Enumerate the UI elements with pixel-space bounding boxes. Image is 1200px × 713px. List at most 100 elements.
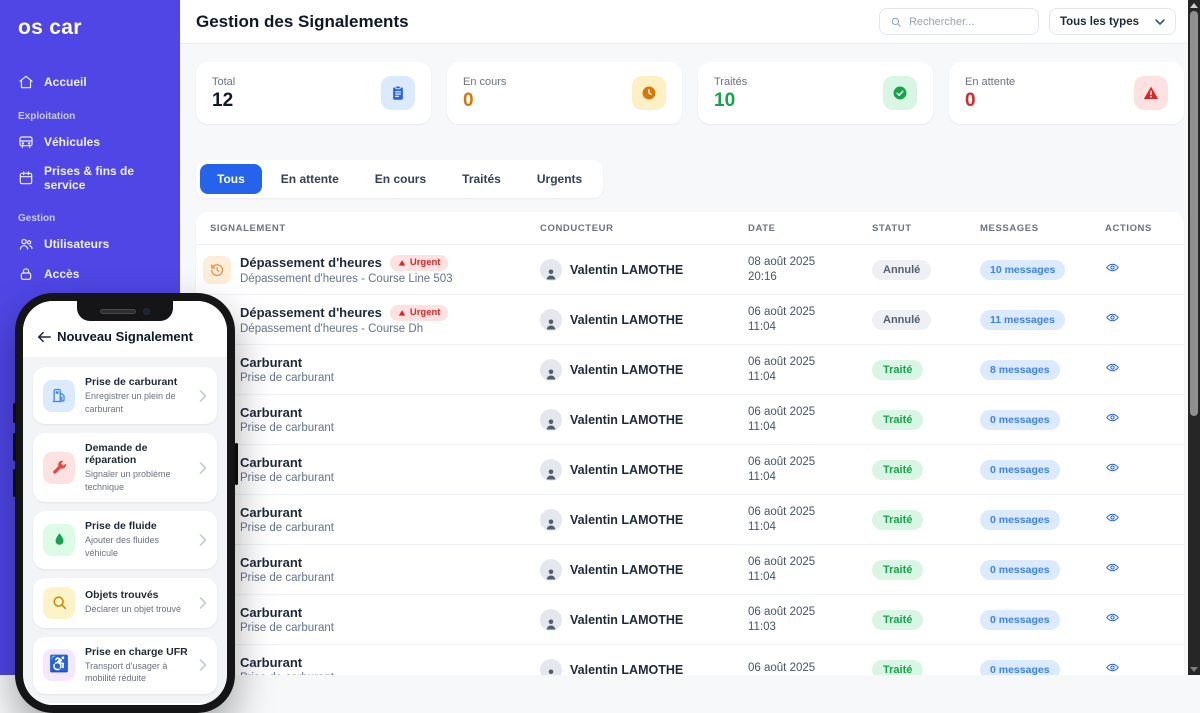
view-button[interactable] bbox=[1105, 260, 1120, 275]
status-cell: Traité bbox=[872, 659, 980, 675]
search-box[interactable] bbox=[878, 8, 1039, 35]
scrollbar[interactable] bbox=[1188, 0, 1200, 675]
scroll-down-arrow[interactable] bbox=[1190, 667, 1198, 672]
status-badge: Traité bbox=[872, 359, 924, 380]
phone-menu-item[interactable]: ♿ Objets trouvés Déclarer un objet trouv… bbox=[33, 577, 217, 628]
stat-icon bbox=[883, 76, 917, 110]
avatar bbox=[540, 258, 562, 281]
person-icon bbox=[546, 269, 556, 280]
eye-icon bbox=[1106, 663, 1119, 671]
messages-cell: 0 messages bbox=[980, 559, 1105, 580]
person-icon bbox=[546, 469, 556, 480]
filter-tab[interactable]: En attente bbox=[264, 164, 356, 194]
table-row[interactable]: Carburant Prise de carburant Valentin LA… bbox=[196, 345, 1184, 395]
menu-item-icon: ♿ bbox=[43, 649, 75, 682]
filter-tabs: Tous En attente En cours Traités Urgents bbox=[196, 160, 604, 198]
scrollbar-thumb[interactable] bbox=[1190, 11, 1198, 416]
view-button[interactable] bbox=[1105, 510, 1120, 525]
tab-label: Urgents bbox=[536, 172, 583, 186]
report-subtitle: Prise de carburant bbox=[240, 672, 334, 675]
actions-cell bbox=[1105, 360, 1170, 380]
stat-label: Traités bbox=[714, 76, 748, 88]
report-cell: Carburant Prise de carburant bbox=[203, 655, 540, 675]
driver-cell: Valentin LAMOTHE bbox=[540, 608, 748, 631]
filter-tab[interactable]: En cours bbox=[358, 164, 443, 194]
type-filter-select[interactable]: Tous les types bbox=[1048, 8, 1176, 35]
report-title: Carburant bbox=[240, 605, 303, 620]
filter-tab[interactable]: Urgents bbox=[520, 164, 599, 194]
phone-menu-item[interactable]: ♿ RH - Dépassement d'heures Signaler un … bbox=[33, 702, 217, 705]
date-cell: 08 août 2025 20:16 bbox=[748, 256, 872, 283]
chevron-right-icon bbox=[199, 659, 207, 671]
phone-side-button bbox=[234, 443, 238, 485]
report-date: 06 août 2025 bbox=[748, 662, 816, 674]
status-badge: Traité bbox=[872, 559, 924, 580]
sidebar-item-accueil[interactable]: Accueil bbox=[18, 68, 162, 96]
view-button[interactable] bbox=[1105, 360, 1120, 375]
table-row[interactable]: Carburant Prise de carburant Valentin LA… bbox=[196, 545, 1184, 595]
driver-cell: Valentin LAMOTHE bbox=[540, 358, 748, 381]
filter-tab[interactable]: Tous bbox=[200, 164, 262, 194]
sidebar-item-label: Accueil bbox=[44, 75, 87, 89]
view-button[interactable] bbox=[1105, 660, 1120, 675]
sidebar-item-utilisateurs[interactable]: Utilisateurs bbox=[18, 230, 162, 258]
report-time: 11:04 bbox=[748, 571, 776, 583]
phone-menu-item[interactable]: ♿ Prise de carburant Enregistrer un plei… bbox=[33, 367, 217, 425]
person-icon bbox=[546, 519, 556, 530]
report-text: Carburant Prise de carburant bbox=[240, 405, 334, 434]
chevron-right-icon bbox=[199, 534, 207, 546]
stat-icon bbox=[381, 76, 415, 110]
view-button[interactable] bbox=[1105, 310, 1120, 325]
topbar: Gestion des Signalements Tous les types bbox=[180, 0, 1200, 44]
arrow-left-icon bbox=[37, 331, 51, 342]
messages-badge: 8 messages bbox=[980, 359, 1060, 380]
stat-card: Total 12 bbox=[196, 62, 431, 124]
phone-menu-item[interactable]: ♿ Prise de fluide Ajouter des fluides vé… bbox=[33, 511, 217, 569]
report-text: Carburant Prise de carburant bbox=[240, 455, 334, 484]
report-text: Carburant Prise de carburant bbox=[240, 505, 334, 534]
view-button[interactable] bbox=[1105, 410, 1120, 425]
table-row[interactable]: Carburant Prise de carburant Valentin LA… bbox=[196, 495, 1184, 545]
report-date: 06 août 2025 bbox=[748, 456, 816, 468]
actions-cell bbox=[1105, 460, 1170, 480]
status-badge: Annulé bbox=[872, 259, 932, 280]
stat-value: 10 bbox=[714, 90, 736, 111]
report-text: Dépassement d'heures Urgent Dépassement … bbox=[240, 254, 453, 285]
sidebar-item-label: Utilisateurs bbox=[44, 237, 110, 251]
filter-tab[interactable]: Traités bbox=[445, 164, 518, 194]
table-row[interactable]: Carburant Prise de carburant Valentin LA… bbox=[196, 645, 1184, 675]
phone-menu-item[interactable]: ♿ Demande de réparation Signaler un prob… bbox=[33, 433, 217, 503]
view-button[interactable] bbox=[1105, 560, 1120, 575]
wheelchair-icon: ♿ bbox=[49, 656, 69, 674]
table-row[interactable]: Carburant Prise de carburant Valentin LA… bbox=[196, 445, 1184, 495]
scroll-up-arrow[interactable] bbox=[1190, 3, 1198, 8]
menu-item-subtitle: Enregistrer un plein de carburant bbox=[85, 391, 176, 414]
driver-cell: Valentin LAMOTHE bbox=[540, 258, 748, 281]
report-subtitle: Prise de carburant bbox=[240, 622, 334, 634]
messages-cell: 0 messages bbox=[980, 409, 1105, 430]
menu-item-title: Prise de carburant bbox=[85, 376, 178, 388]
driver-cell: Valentin LAMOTHE bbox=[540, 408, 748, 431]
phone-side-button bbox=[12, 469, 16, 497]
table-row[interactable]: Dépassement d'heures Urgent Dépassement … bbox=[196, 295, 1184, 345]
status-badge: Traité bbox=[872, 409, 924, 430]
sidebar-item-acces[interactable]: Accès bbox=[18, 260, 162, 288]
wrench-icon bbox=[52, 461, 66, 474]
driver-name: Valentin LAMOTHE bbox=[570, 312, 684, 327]
actions-cell bbox=[1105, 310, 1170, 330]
phone-menu-item[interactable]: ♿ Prise en charge UFR Transport d'usager… bbox=[33, 636, 217, 694]
driver-cell: Valentin LAMOTHE bbox=[540, 458, 748, 481]
fuel-pump-icon bbox=[52, 388, 65, 403]
messages-badge: 0 messages bbox=[980, 609, 1060, 630]
view-button[interactable] bbox=[1105, 460, 1120, 475]
table-row[interactable]: Carburant Prise de carburant Valentin LA… bbox=[196, 395, 1184, 445]
search-input[interactable] bbox=[908, 15, 1028, 28]
messages-cell: 8 messages bbox=[980, 359, 1105, 380]
table-row[interactable]: Dépassement d'heures Urgent Dépassement … bbox=[196, 245, 1184, 295]
back-button[interactable] bbox=[37, 331, 53, 343]
sidebar-item-vehicules[interactable]: Véhicules bbox=[18, 128, 162, 156]
table-row[interactable]: Carburant Prise de carburant Valentin LA… bbox=[196, 595, 1184, 645]
stats-row: Total 12 En cours 0 bbox=[196, 62, 1184, 124]
view-button[interactable] bbox=[1105, 610, 1120, 625]
sidebar-item-prises[interactable]: Prises & fins de service bbox=[18, 158, 162, 198]
